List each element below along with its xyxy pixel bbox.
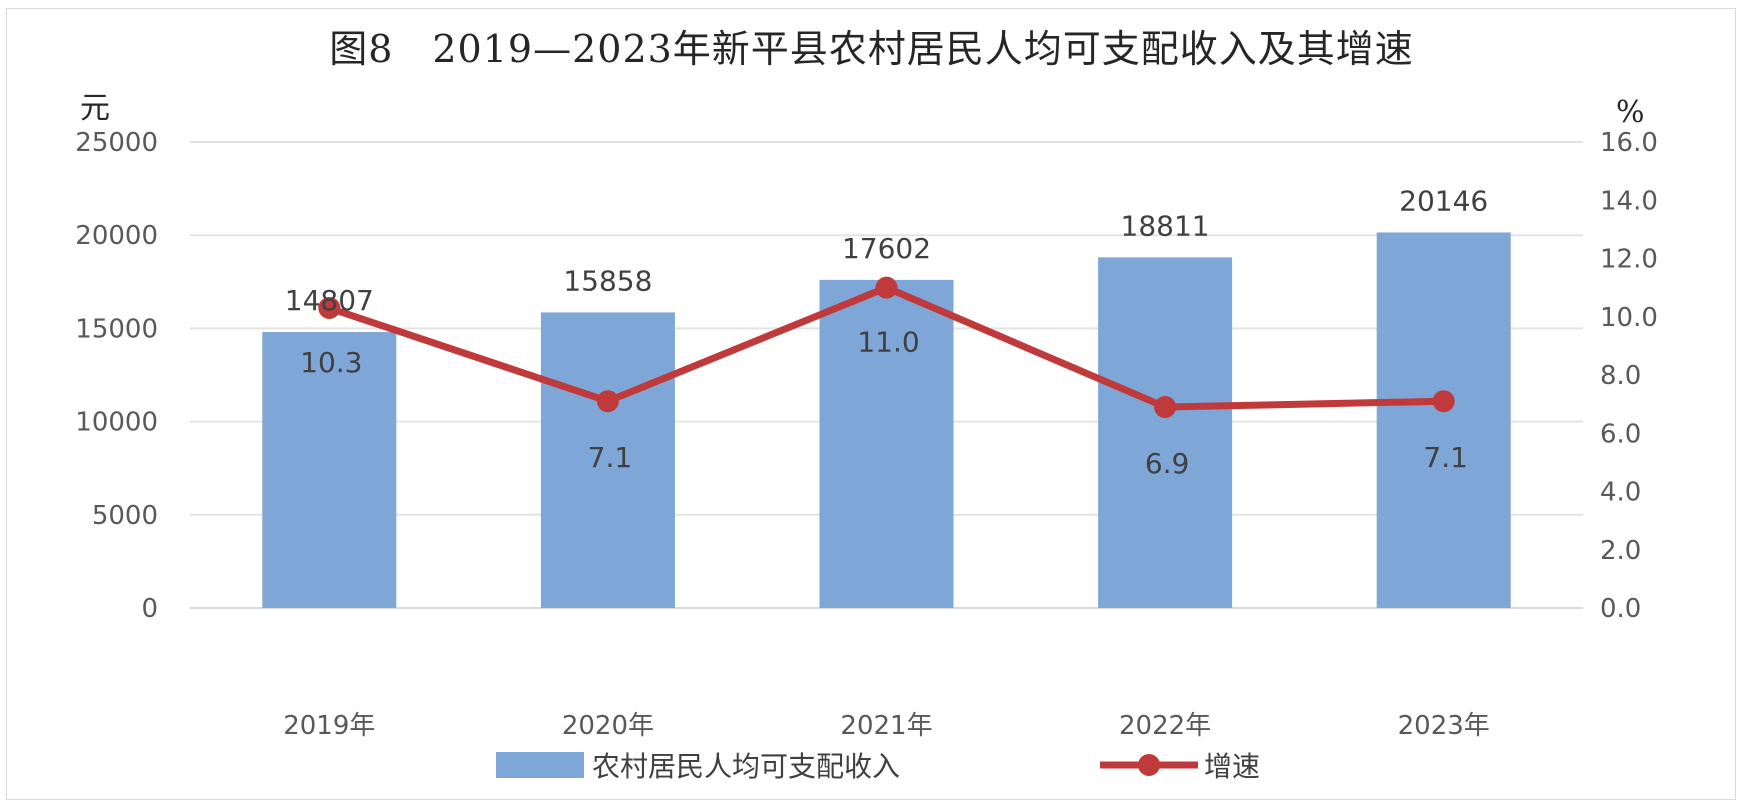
y-right-tick-label: 0.0 <box>1600 594 1641 624</box>
x-tick-label: 2020年 <box>562 711 654 741</box>
line-series <box>318 276 1455 419</box>
x-tick-label: 2023年 <box>1398 711 1490 741</box>
y-right-tick-label: 4.0 <box>1600 478 1641 508</box>
legend-line-label: 增速 <box>1204 750 1260 783</box>
bar-value-label: 14807 <box>285 284 374 317</box>
x-tick-label: 2019年 <box>283 711 375 741</box>
y-left-tick-label: 0 <box>141 594 158 624</box>
bar-series <box>262 232 1511 608</box>
x-tick-label: 2022年 <box>1119 711 1211 741</box>
line-point <box>1154 396 1177 419</box>
bar <box>819 279 954 608</box>
x-tick-label: 2021年 <box>840 711 932 741</box>
line-value-label: 7.1 <box>588 441 633 474</box>
bar <box>262 331 397 608</box>
line-point <box>596 390 619 413</box>
y-right-tick-label: 6.0 <box>1600 419 1641 449</box>
line-value-label: 7.1 <box>1423 441 1468 474</box>
axes: 元 % 0 5000 10000 15000 20000 25000 0.0 2.0 4.0 6.… <box>75 91 1658 741</box>
bar-value-label: 18811 <box>1121 209 1210 242</box>
bar-value-label: 20146 <box>1399 184 1488 217</box>
y-right-tick-label: 12.0 <box>1600 245 1658 275</box>
chart-title: 图8 2019—2023年新平县农村居民人均可支配收入及其增速 <box>329 27 1414 71</box>
y-left-tick-label: 20000 <box>75 221 158 251</box>
y-left-unit: 元 <box>80 91 110 126</box>
line-point <box>318 297 341 320</box>
line-point <box>1432 390 1455 413</box>
y-right-tick-label: 2.0 <box>1600 536 1641 566</box>
legend-bar-swatch <box>496 752 584 778</box>
line-value-label: 10.3 <box>300 346 362 379</box>
y-right-tick-label: 8.0 <box>1600 361 1641 391</box>
bar-value-label: 17602 <box>842 232 931 265</box>
bar <box>1098 257 1233 608</box>
line-value-label: 6.9 <box>1145 447 1190 480</box>
y-left-tick-label: 5000 <box>92 501 158 531</box>
legend-bar-label: 农村居民人均可支配收入 <box>592 750 900 783</box>
y-right-tick-label: 14.0 <box>1600 186 1658 216</box>
y-right-tick-label: 16.0 <box>1600 128 1658 158</box>
bar <box>1376 232 1511 608</box>
data-labels: 14807 15858 17602 18811 20146 10.3 7.1 11.0 6.9 7… <box>285 184 1488 480</box>
y-left-tick-label: 15000 <box>75 314 158 344</box>
line-point <box>875 276 898 299</box>
y-left-tick-label: 25000 <box>75 128 158 158</box>
y-right-tick-label: 10.0 <box>1600 303 1658 333</box>
y-left-tick-label: 10000 <box>75 408 158 438</box>
y-right-unit: % <box>1616 95 1645 130</box>
line-value-label: 11.0 <box>857 326 919 359</box>
legend-line-marker <box>1138 754 1160 776</box>
legend: 农村居民人均可支配收入 增速 <box>496 750 1260 783</box>
bar <box>540 312 675 608</box>
bar-value-label: 15858 <box>563 264 652 297</box>
